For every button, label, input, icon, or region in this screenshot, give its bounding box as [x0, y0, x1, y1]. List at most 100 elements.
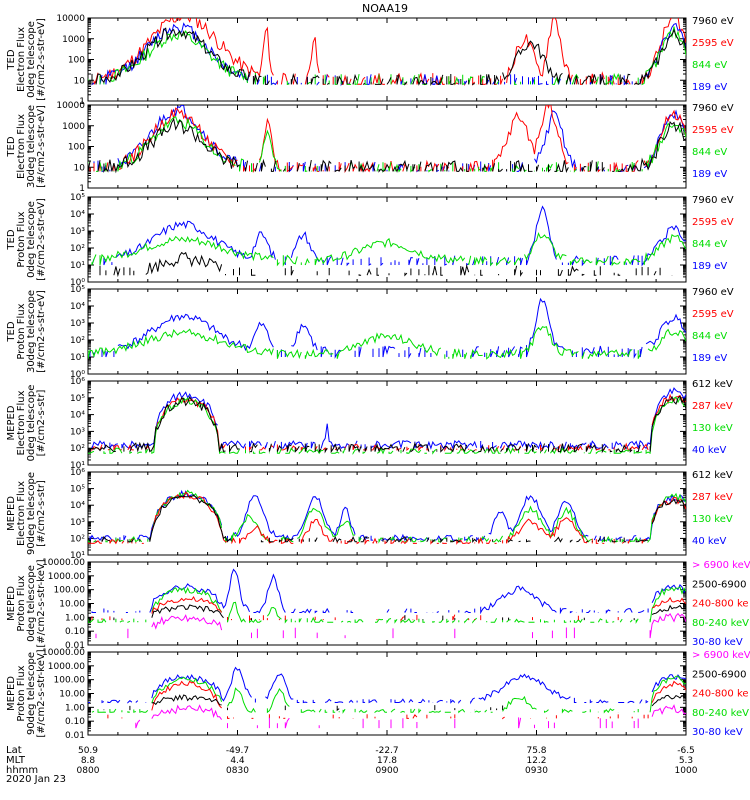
y-tick-label: 10.00	[59, 690, 85, 700]
series-line-2	[88, 26, 686, 86]
series-line-1	[91, 22, 686, 87]
series-line-0	[89, 297, 686, 359]
legend-entry: 189 eV	[692, 353, 727, 364]
series-line-1	[91, 675, 686, 714]
series-line-3	[88, 395, 686, 454]
y-tick-label: 1	[79, 184, 85, 194]
legend-entry: 40 keV	[692, 445, 726, 456]
panel-ted-p-30: 10⁰ 10¹ 10² 10³ 10⁴ 10⁵ TEDProton Flux30deg te…	[6, 285, 734, 380]
legend-entry: 189 eV	[692, 169, 727, 180]
legend-entry: 80-240 keV	[692, 708, 749, 719]
y-tick-label: 10	[74, 76, 86, 86]
legend-entry: 130 keV	[692, 423, 733, 434]
y-tick-label: 10⁶	[70, 377, 85, 387]
legend-entry: 80-240 keV	[692, 618, 749, 629]
panel-meped-e-0: 10¹ 10² 10³ 10⁴ 10⁵ 10⁶ MEPEDElectron Flux0deg…	[6, 377, 733, 471]
y-axis-label-line: Electron Flux	[16, 481, 27, 546]
y-axis-label-line: [#/cm2-s-str]	[36, 389, 47, 456]
y-tick-label: 10⁴	[70, 302, 85, 312]
y-axis-label-line: 30deg telescope	[26, 290, 37, 373]
legend-entry: 844 eV	[692, 60, 727, 71]
series-group	[88, 205, 686, 278]
y-axis-label-line: Electron Flux	[16, 390, 27, 455]
series-line-1	[91, 232, 686, 267]
y-tick-label: 10⁴	[70, 411, 85, 421]
y-tick-label: 10²	[70, 444, 85, 454]
y-tick-label: 10⁰	[70, 370, 85, 380]
series-line-0	[93, 18, 686, 87]
figure-title: NOAA19	[362, 2, 408, 15]
y-axis-label-line: 0deg telescope	[26, 385, 37, 462]
legend-entry: 2500-6900	[692, 669, 747, 680]
x-tick-label-lat: -22.7	[375, 746, 398, 756]
plot-frame	[87, 104, 687, 189]
series-line-2	[91, 596, 686, 622]
legend-entry: 40 keV	[692, 536, 726, 547]
legend-entry: 7960 eV	[692, 16, 734, 27]
series-line-3	[95, 494, 686, 544]
y-tick-label: 10⁵	[70, 394, 85, 404]
y-tick-label: 1.00	[65, 613, 85, 623]
plot-frame	[87, 288, 687, 375]
x-row-label: MLT	[6, 755, 26, 766]
y-tick-label: 10²	[70, 534, 85, 544]
x-tick-label-mlt: 12.2	[526, 756, 546, 766]
series-group	[88, 666, 686, 729]
y-tick-label: 1000	[62, 35, 85, 45]
legend-entry: 287 keV	[692, 492, 733, 503]
series-line-2	[88, 251, 685, 278]
y-tick-label: 10⁵	[70, 485, 85, 495]
y-axis-label-line: TED	[6, 136, 17, 157]
legend-entry: 240-800 ke	[692, 689, 749, 700]
plot-frame	[87, 651, 687, 736]
series-line-0	[91, 205, 686, 267]
y-axis-label-line: 0deg telescope	[26, 201, 37, 278]
y-axis-label-line: Proton Flux	[16, 665, 27, 721]
y-axis-label: MEPEDElectron Flux0deg telescope[#/cm2-s…	[6, 385, 47, 462]
legend-entry: 189 eV	[692, 261, 727, 272]
x-tick-label-mlt: 17.8	[377, 756, 397, 766]
legend-entry: 287 keV	[692, 401, 733, 412]
series-line-0	[89, 489, 686, 542]
plot-frame	[87, 17, 687, 102]
series-line-3	[113, 604, 686, 621]
y-axis-label-line: [#/cm2-s-str-eV]	[36, 198, 47, 281]
y-axis-label-line: 90deg telescope	[26, 652, 37, 735]
legend-entry: 7960 eV	[692, 195, 734, 206]
series-line-3	[88, 27, 686, 86]
y-tick-label: 10³	[70, 427, 85, 437]
y-tick-label: 0.10	[65, 627, 85, 637]
panel-meped-p-90: 0.010.101.0010.00100.001000.0010000.00ME…	[6, 648, 750, 741]
y-tick-label: 0.01	[65, 731, 85, 741]
y-axis-label-line: Electron Flux	[16, 114, 27, 179]
panel-ted-p-0: 10⁰ 10¹ 10² 10³ 10⁴ 10⁵ TEDProton Flux0deg tel…	[6, 193, 734, 288]
y-axis-label-line: MEPED	[6, 586, 17, 621]
legend-entry: 2595 eV	[692, 217, 734, 228]
x-row-label: hhmm	[6, 765, 38, 776]
x-tick-label-mlt: 4.4	[230, 756, 245, 766]
y-axis-label-line: MEPED	[6, 676, 17, 711]
y-tick-label: 10³	[70, 518, 85, 528]
x-tick-label-hhmm: 0800	[77, 766, 100, 776]
series-group	[88, 387, 686, 455]
y-tick-label: 10¹	[70, 551, 85, 561]
panel-meped-e-90: 10¹ 10² 10³ 10⁴ 10⁵ 10⁶ MEPEDElectron Flux90de…	[6, 468, 733, 561]
x-tick-label-hhmm: 0930	[525, 766, 548, 776]
legend-entry: 2595 eV	[692, 125, 734, 136]
y-tick-label: 10³	[70, 227, 85, 237]
plot-frame	[87, 561, 687, 646]
series-line-2	[88, 396, 686, 455]
panel-ted-e-30: 1 10 100 1000 10000 TEDElectron Flux30deg tel…	[6, 101, 734, 194]
y-tick-label: 10.00	[59, 600, 85, 610]
y-axis-label: MEPEDProton Flux0deg telescope[#/cm2-s-s…	[6, 559, 47, 647]
legend-entry: 130 keV	[692, 514, 733, 525]
legend-entry: 30-80 keV	[692, 637, 743, 648]
x-tick-label-mlt: 5.3	[679, 756, 693, 766]
y-tick-label: 10¹	[70, 261, 85, 271]
series-line-4	[95, 612, 686, 639]
y-axis-label-line: Proton Flux	[16, 211, 27, 267]
y-axis-label: TEDProton Flux0deg telescope[#/cm2-s-str…	[6, 198, 47, 281]
series-line-4	[135, 704, 686, 729]
